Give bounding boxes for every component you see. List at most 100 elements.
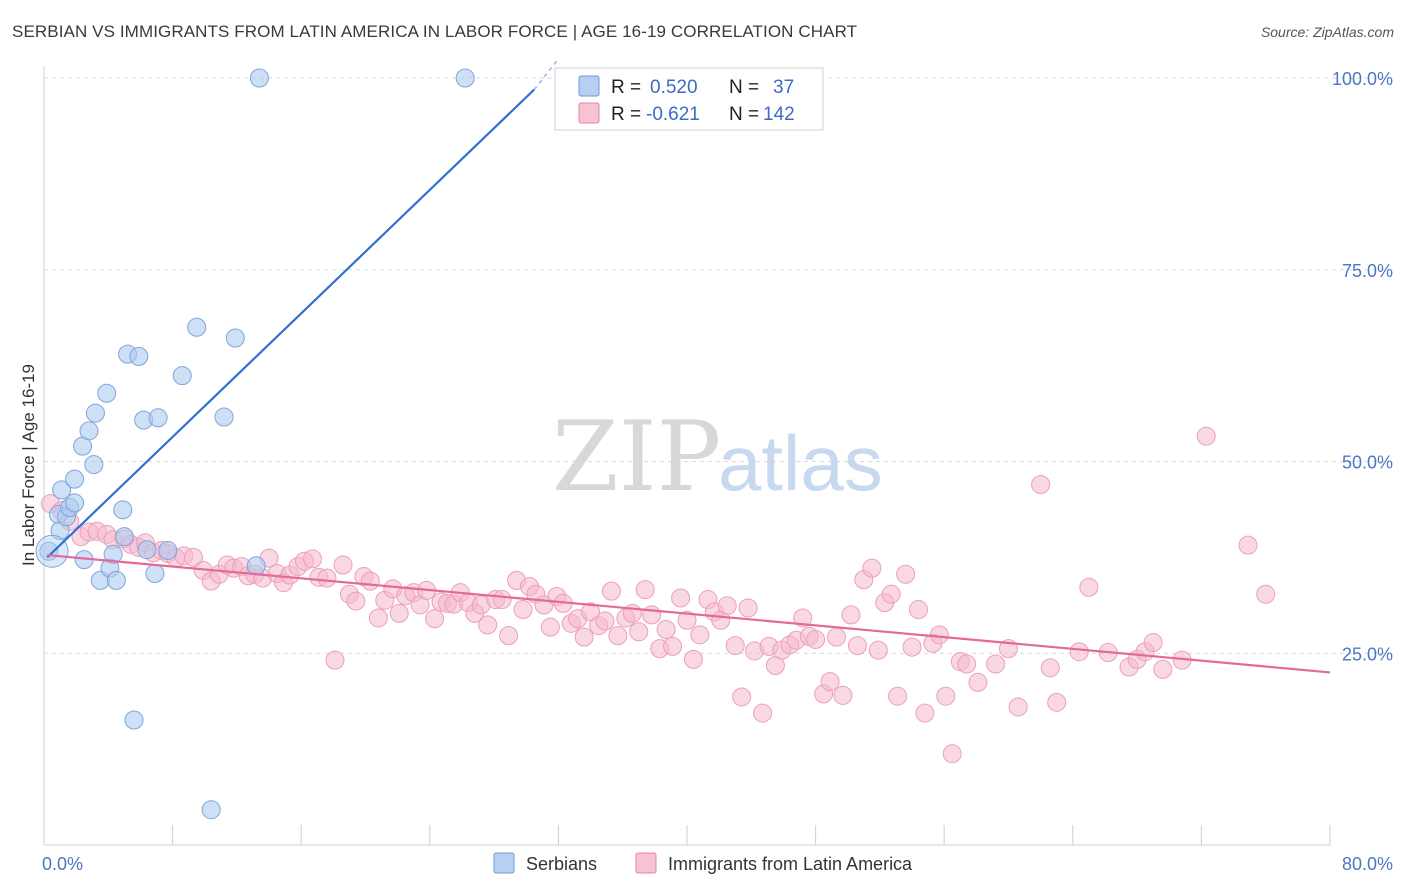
legend-swatch-serbians xyxy=(578,75,600,97)
latin-point xyxy=(683,649,703,669)
latin-point xyxy=(793,608,813,628)
serbian-point xyxy=(187,317,207,337)
y-tick-label-1: 50.0% xyxy=(1342,453,1393,473)
legend-n-value-1: 37 xyxy=(773,77,794,98)
latin-point xyxy=(717,596,737,616)
latin-point xyxy=(862,558,882,578)
serbian-point xyxy=(124,710,144,730)
source-credit: Source: ZipAtlas.com xyxy=(1260,24,1394,40)
latin-point xyxy=(847,636,867,656)
serbian-trend-line xyxy=(46,88,536,559)
serbian-point xyxy=(65,493,85,513)
bottom-legend-swatch-latin xyxy=(635,852,657,874)
latin-point xyxy=(841,605,861,625)
latin-point xyxy=(183,547,203,567)
serbian-points xyxy=(35,68,475,820)
serbian-point xyxy=(214,407,234,427)
latin-point xyxy=(1153,659,1173,679)
latin-point xyxy=(317,568,337,588)
serbian-point xyxy=(148,408,168,428)
series-legend: Serbians Immigrants from Latin America xyxy=(493,852,913,874)
latin-point xyxy=(663,636,683,656)
latin-point xyxy=(346,591,366,611)
latin-point xyxy=(738,598,758,618)
latin-point xyxy=(725,636,745,656)
latin-point xyxy=(957,654,977,674)
serbian-point xyxy=(97,383,117,403)
legend-r-value-2: -0.621 xyxy=(646,104,700,125)
y-tick-label-2: 75.0% xyxy=(1342,261,1393,281)
serbian-point xyxy=(201,800,221,820)
latin-point xyxy=(360,571,380,591)
latin-trend-line xyxy=(47,553,1331,674)
latin-point xyxy=(881,584,901,604)
chart-title: SERBIAN VS IMMIGRANTS FROM LATIN AMERICA… xyxy=(12,22,858,41)
latin-point xyxy=(1238,535,1258,555)
latin-point xyxy=(820,672,840,692)
serbian-point xyxy=(129,346,149,366)
latin-point xyxy=(492,590,512,610)
y-tick-labels: 25.0% 50.0% 75.0% 100.0% xyxy=(1332,69,1393,664)
serbian-point xyxy=(137,540,157,560)
latin-point xyxy=(1040,658,1060,678)
latin-point xyxy=(1047,692,1067,712)
latin-point xyxy=(690,625,710,645)
latin-point xyxy=(1196,426,1216,446)
legend-r-label-1: R = xyxy=(611,77,641,98)
serbian-point xyxy=(455,68,475,88)
latin-point xyxy=(868,640,888,660)
legend-n-label-2: N = xyxy=(729,104,759,125)
legend-n-label-1: N = xyxy=(729,77,759,98)
latin-point xyxy=(1031,475,1051,495)
latin-point xyxy=(656,619,676,639)
latin-point xyxy=(642,605,662,625)
serbian-point xyxy=(65,469,85,489)
serbian-point xyxy=(158,540,178,560)
legend-n-value-2: 142 xyxy=(763,104,795,125)
latin-point xyxy=(1079,577,1099,597)
correlation-legend: R = 0.520 N = 37 R = -0.621 N = 142 xyxy=(554,67,824,131)
latin-america-points xyxy=(40,426,1276,764)
latin-point xyxy=(1256,584,1276,604)
serbian-point xyxy=(172,366,192,386)
latin-point xyxy=(513,600,533,620)
serbian-point xyxy=(85,403,105,423)
latin-point xyxy=(888,686,908,706)
serbian-point xyxy=(113,500,133,520)
axes xyxy=(43,66,1331,846)
latin-point xyxy=(986,654,1006,674)
serbian-point xyxy=(52,480,72,500)
latin-point xyxy=(753,703,773,723)
latin-point xyxy=(908,600,928,620)
latin-point xyxy=(732,687,752,707)
latin-point xyxy=(325,650,345,670)
latin-point xyxy=(806,629,826,649)
latin-point xyxy=(677,610,697,630)
latin-point xyxy=(942,744,962,764)
serbian-point xyxy=(114,527,134,547)
serbian-point xyxy=(79,421,99,441)
latin-point xyxy=(1069,642,1089,662)
latin-point xyxy=(368,608,388,628)
serbian-point xyxy=(145,563,165,583)
serbian-point xyxy=(225,328,245,348)
latin-point xyxy=(896,564,916,584)
latin-point xyxy=(601,581,621,601)
latin-point xyxy=(425,609,445,629)
latin-point xyxy=(595,611,615,631)
legend-swatch-latin xyxy=(578,102,600,124)
latin-point xyxy=(302,549,322,569)
serbian-point xyxy=(249,68,269,88)
latin-point xyxy=(635,580,655,600)
latin-point xyxy=(826,627,846,647)
x-tick-label-1: 80.0% xyxy=(1342,854,1393,874)
watermark-atlas: atlas xyxy=(718,419,883,507)
latin-point xyxy=(968,672,988,692)
serbian-point xyxy=(106,570,126,590)
bottom-legend-latin: Immigrants from Latin America xyxy=(668,854,913,874)
latin-point xyxy=(389,603,409,623)
latin-point xyxy=(629,622,649,642)
legend-r-value-1: 0.520 xyxy=(650,77,698,98)
latin-point xyxy=(1143,633,1163,653)
